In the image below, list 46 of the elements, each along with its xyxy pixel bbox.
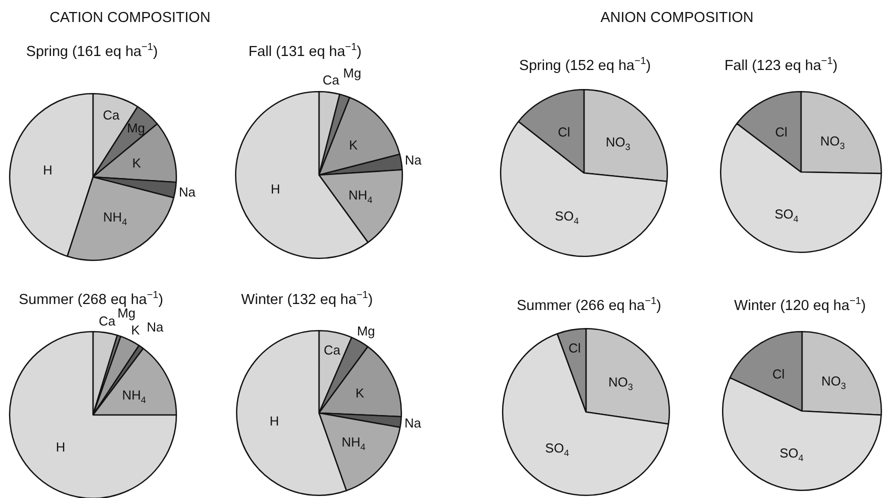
- slice-label: H: [270, 413, 280, 428]
- slice-label: K: [132, 155, 141, 170]
- slice-label: K: [349, 137, 358, 152]
- text: ANION COMPOSITION: [600, 10, 754, 26]
- slice-label: H: [56, 440, 66, 455]
- chart-title: Summer (268 eq ha$^{−1}$): [18, 290, 164, 308]
- chart-title: Fall (131 eq ha$^{−1}$): [248, 42, 362, 60]
- slice-label: NH$_{4}$: [348, 187, 372, 205]
- slice-label: NO$_{3}$: [606, 134, 630, 152]
- slice-label: SO$_{4}$: [774, 206, 798, 224]
- chart-title: Winter (132 eq ha$^{−1}$): [241, 290, 373, 308]
- slice-label: Mg: [117, 306, 136, 320]
- slice-label: Mg: [356, 324, 376, 339]
- chart-title: Spring (152 eq ha$^{−1}$): [519, 56, 651, 74]
- chart-title: Spring (161 eq ha$^{−1}$): [26, 42, 158, 60]
- slice-label: NO$_{3}$: [821, 373, 846, 392]
- slice-label: Ca: [98, 313, 116, 328]
- slice-label: Na: [404, 152, 422, 168]
- slice-label: H: [43, 162, 52, 178]
- slice-label: K: [356, 386, 364, 401]
- slice-label: Mg: [343, 65, 362, 80]
- slice-label: NH$_{4}$: [122, 387, 146, 405]
- text: CATION COMPOSITION: [50, 10, 210, 26]
- slice-label: K: [131, 322, 140, 338]
- slice-label: NO$_{3}$: [608, 374, 633, 392]
- slice-label: Na: [404, 416, 422, 431]
- slice-label: Ca: [322, 72, 340, 88]
- slice-label: Na: [146, 320, 164, 335]
- slice-label: SO$_{4}$: [780, 446, 804, 464]
- slice-label: NO$_{3}$: [820, 134, 845, 152]
- slice-label: Ca: [102, 107, 120, 122]
- slice-label: Na: [178, 184, 196, 200]
- slice-label: Cl: [772, 366, 785, 382]
- chart-title: Winter (120 eq ha$^{−1}$): [734, 296, 866, 314]
- slice-label: SO$_{4}$: [545, 440, 570, 458]
- slice-label: H: [270, 182, 280, 197]
- slice-label: SO$_{4}$: [554, 208, 579, 226]
- slice-label: Cl: [568, 340, 581, 356]
- slice-label: NH$_{4}$: [103, 210, 127, 228]
- slice-label: Cl: [558, 124, 570, 140]
- chart-title: Summer (266 eq ha$^{−1}$): [516, 296, 662, 314]
- chart-title: Fall (123 eq ha$^{−1}$): [724, 56, 838, 74]
- slice-label: NH$_{4}$: [342, 434, 366, 452]
- slice-label: Ca: [324, 342, 340, 358]
- slice-label: Mg: [126, 120, 146, 136]
- slice-label: Cl: [775, 124, 788, 140]
